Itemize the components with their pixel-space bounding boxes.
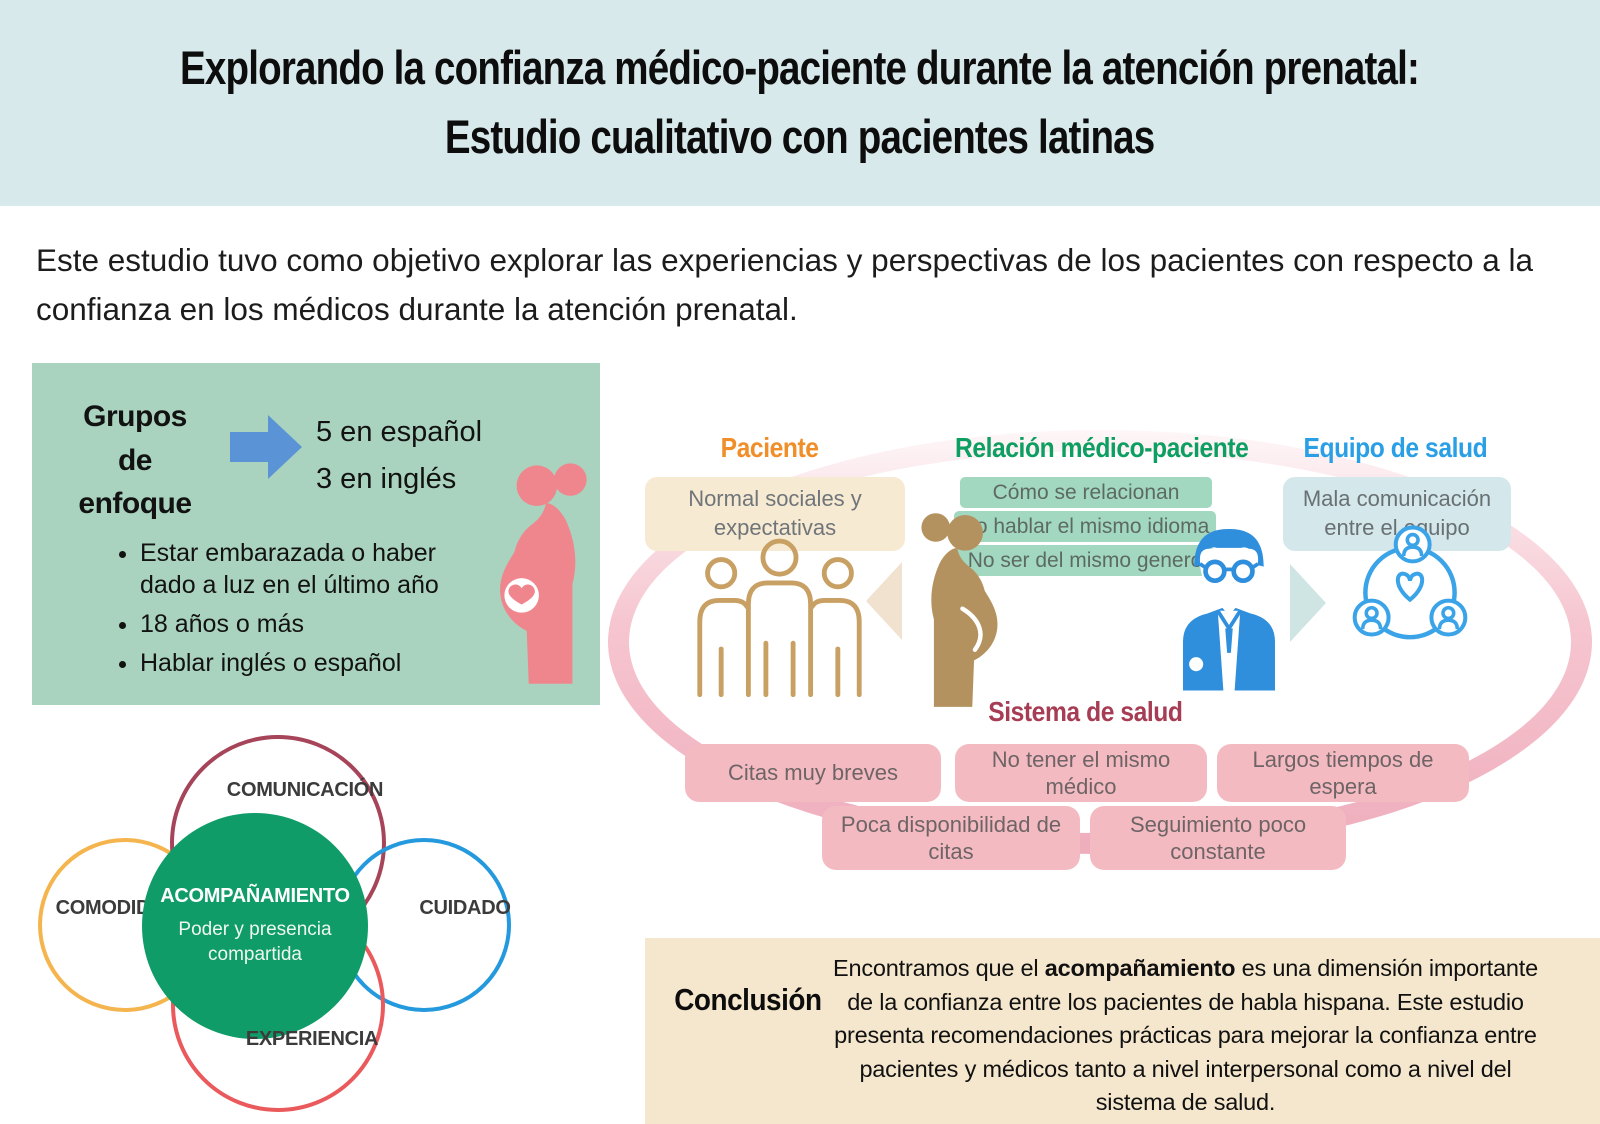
team-column-title: Equipo de salud [1303, 432, 1487, 463]
list-item: 18 años o más [140, 608, 460, 640]
study-objective-text: Este estudio tuvo como objetivo explorar… [36, 242, 1534, 327]
relation-column-title: Relación médico-paciente [955, 432, 1249, 463]
conclusion-box: Conclusión Encontramos que el acompañami… [645, 938, 1600, 1124]
venn-center-title: ACOMPAÑAMIENTO [160, 884, 350, 907]
pregnant-woman-icon [500, 463, 587, 684]
header-banner: Explorando la confianza médico-paciente … [0, 0, 1600, 206]
count-spanish: 5 en español [316, 416, 483, 448]
relation-factor-box: Cómo se relacionan [960, 477, 1212, 508]
care-team-icon [1352, 525, 1468, 640]
conclusion-label: Conclusión [674, 982, 822, 1017]
page-title-line-1: Explorando la confianza médico-paciente … [180, 41, 1420, 94]
patient-column-title: Paciente [721, 432, 819, 463]
system-title: Sistema de salud [987, 696, 1183, 727]
trust-dimensions-venn: COMUNICACIÓN COMODIDAD CUIDADO ACOMPAÑAM… [25, 725, 575, 1124]
focus-groups-counts: 5 en español 3 en inglés [316, 409, 482, 503]
doctor-icon [1183, 529, 1275, 691]
patient-factor-box: Normal sociales y expectativas [645, 477, 905, 551]
venn-label-experiencia: EXPERIENCIA [245, 1028, 379, 1050]
venn-label-cuidado: CUIDADO [419, 897, 511, 919]
team-member-bubble [1352, 598, 1391, 637]
count-english: 3 en inglés [316, 462, 457, 495]
system-factor-box: Poca disponibilidad de citas [822, 806, 1080, 870]
system-factor-box: Largos tiempos de espera [1217, 744, 1469, 802]
family-group-icon [697, 538, 862, 697]
right-arrow-icon [230, 415, 302, 479]
page-title-line-2: Estudio cualitativo con pacientes latina… [445, 110, 1155, 163]
focus-groups-box: Grupos de enfoque 5 en español 3 en ingl… [32, 363, 600, 705]
arrow-right-triangle-icon [1290, 564, 1326, 642]
system-factor-box: Citas muy breves [685, 744, 941, 802]
arrow-left-triangle-icon [866, 562, 902, 640]
venn-center-subtitle: Poder y presencia compartida [178, 918, 332, 965]
list-item: Hablar inglés o español [140, 647, 460, 679]
conclusion-text: Encontramos que el acompañamiento es una… [833, 955, 1538, 1116]
team-member-bubble [1393, 525, 1432, 564]
system-factor-box: No tener el mismo médico [955, 744, 1207, 802]
list-item: Estar embarazada o haber dado a luz en e… [140, 537, 460, 601]
eligibility-criteria-list: Estar embarazada o haber dado a luz en e… [110, 537, 460, 686]
venn-center-circle: ACOMPAÑAMIENTO Poder y presencia compart… [142, 813, 368, 1039]
focus-groups-title: Grupos de enfoque [78, 400, 192, 520]
venn-label-comunicacion: COMUNICACIÓN [226, 779, 384, 801]
relation-factor-box: No hablar el mismo idioma [954, 511, 1216, 542]
team-member-bubble [1429, 598, 1468, 637]
relation-factor-box: No ser del mismo genero [957, 545, 1213, 576]
pregnant-patient-icon [921, 513, 998, 707]
conclusion-bold-word: acompañamiento [1044, 955, 1236, 981]
system-factor-box: Seguimiento poco constante [1090, 806, 1346, 870]
